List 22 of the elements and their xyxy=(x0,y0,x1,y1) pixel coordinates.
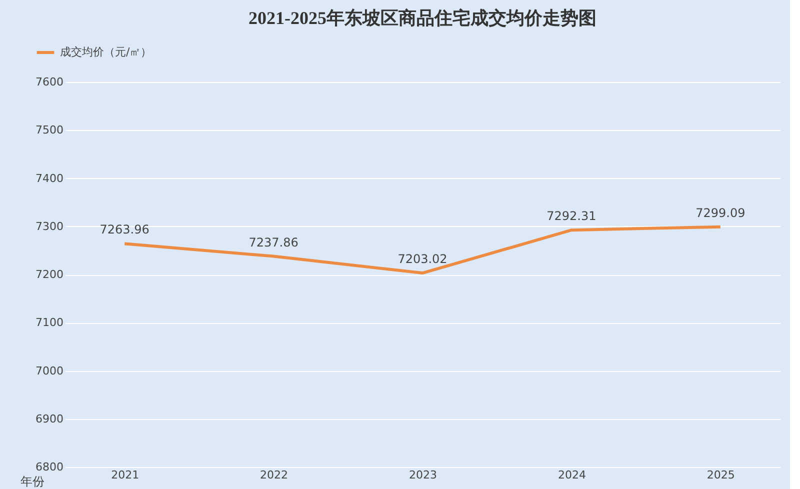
x-axis-title: 年份 xyxy=(20,474,44,488)
data-label: 7237.86 xyxy=(248,235,298,250)
y-tick-label: 7100 xyxy=(36,316,64,330)
data-label: 7299.09 xyxy=(696,206,746,220)
x-tick-label: 2025 xyxy=(706,468,735,482)
y-tick-label: 6900 xyxy=(36,412,64,426)
legend-label: 成交均价（元/㎡） xyxy=(60,46,152,58)
y-tick-label: 7500 xyxy=(36,124,64,137)
y-tick-label: 7300 xyxy=(36,220,64,233)
data-label: 7263.96 xyxy=(100,222,150,237)
y-tick-label: 7600 xyxy=(36,76,64,88)
data-label: 7203.02 xyxy=(398,252,448,266)
y-tick-label: 7000 xyxy=(36,364,64,378)
chart-title: 2021-2025年东坡区商品住宅成交均价走势图 xyxy=(248,8,596,28)
x-tick-label: 2023 xyxy=(409,468,437,482)
y-tick-label: 7400 xyxy=(36,172,64,185)
y-tick-label: 6800 xyxy=(36,460,64,474)
data-label: 7292.31 xyxy=(546,209,596,224)
x-tick-label: 2021 xyxy=(111,468,140,482)
x-tick-label: 2022 xyxy=(260,468,288,482)
y-tick-label: 7200 xyxy=(36,268,64,281)
x-tick-label: 2024 xyxy=(558,468,586,482)
